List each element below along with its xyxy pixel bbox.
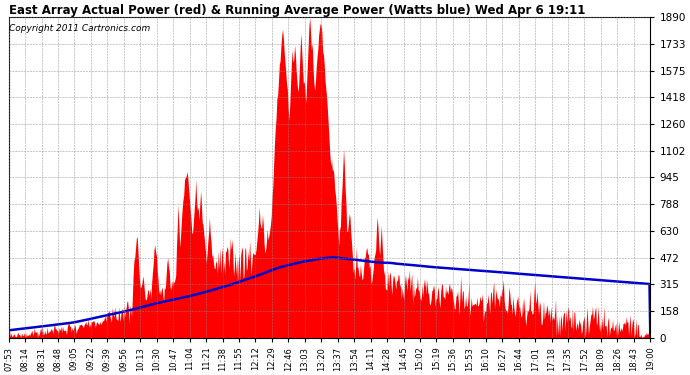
Text: Copyright 2011 Cartronics.com: Copyright 2011 Cartronics.com xyxy=(9,24,150,33)
Text: East Array Actual Power (red) & Running Average Power (Watts blue) Wed Apr 6 19:: East Array Actual Power (red) & Running … xyxy=(9,4,585,17)
